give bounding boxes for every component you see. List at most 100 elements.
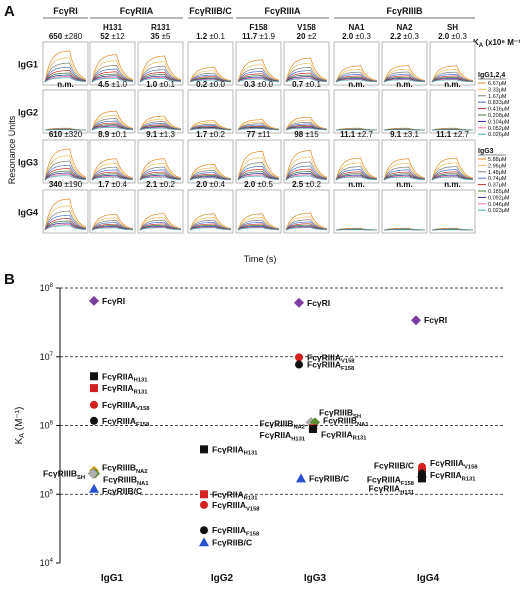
- y-tick-label: 106: [40, 421, 54, 431]
- data-point-circle: [200, 501, 208, 509]
- ka-value: n.m.: [444, 180, 460, 189]
- legend-igg3-item: 0.023μM: [488, 208, 510, 214]
- ka-value: 11.1 ±2.7: [436, 130, 469, 139]
- data-point-circle: [295, 353, 303, 361]
- row-label-igg: IgG1: [18, 60, 38, 70]
- data-point-diamond: [411, 315, 421, 325]
- sensorgram-cell: [334, 90, 379, 133]
- data-point-label: FcγRIIAH131: [102, 371, 148, 383]
- legend-igg124-item: 0.052μM: [488, 126, 510, 132]
- ka-value: n.m.: [57, 80, 73, 89]
- x-category-label: IgG4: [417, 573, 440, 584]
- ka-value: 98 ±15: [294, 130, 319, 139]
- y-tick-label: 105: [40, 489, 54, 499]
- legend-igg124-item: 0.104μM: [488, 119, 510, 125]
- ka-value: n.m.: [348, 180, 364, 189]
- x-category-label: IgG2: [211, 573, 234, 584]
- receptor-variant-label: V158: [297, 23, 316, 32]
- receptor-variant-label: F158: [249, 23, 268, 32]
- legend-igg124-item: 3.33μM: [488, 87, 507, 93]
- data-point-label: FcγRIIAH131: [212, 444, 258, 456]
- data-point-square: [90, 372, 98, 380]
- receptor-variant-label: SH: [447, 23, 458, 32]
- panel-b-letter: B: [4, 271, 15, 288]
- x-category-label: IgG3: [304, 573, 327, 584]
- ka-value: 1.2 ±0.1: [196, 32, 225, 41]
- legend-igg3-item: 0.74μM: [488, 176, 507, 182]
- data-point-label: FcγRIIIAF158: [212, 525, 260, 537]
- receptor-variant-label: NA2: [396, 23, 413, 32]
- data-point-circle: [90, 417, 98, 425]
- data-point-triangle: [89, 484, 99, 493]
- ka-value: 4.5 ±1.0: [98, 80, 127, 89]
- data-point-label: FcγRIIB/C: [374, 461, 414, 471]
- y-tick-label: 107: [40, 352, 54, 362]
- data-point-label: FcγRI: [307, 298, 330, 308]
- receptor-variant-label: NA1: [348, 23, 365, 32]
- legend-igg3-item: 2.96μM: [488, 163, 507, 169]
- ka-value: 77 ±11: [247, 130, 271, 139]
- ka-value: 9.1 ±3.1: [390, 130, 419, 139]
- row-label-igg: IgG2: [18, 108, 38, 118]
- data-point-label: FcγRIIB/C: [309, 473, 349, 483]
- ka-value: 0.7 ±0.1: [292, 80, 321, 89]
- group-header: FcγRI: [53, 6, 78, 16]
- data-point-label: FcγRIIIBSH: [43, 469, 85, 481]
- data-point-square: [200, 490, 208, 498]
- data-point-label: FcγRIIAR131: [102, 383, 148, 395]
- data-point-label: FcγRI: [424, 315, 447, 325]
- data-point-label: FcγRIIAR131: [321, 429, 367, 441]
- data-point-diamond: [89, 296, 99, 306]
- ka-value: 0.3 ±0.0: [244, 80, 273, 89]
- group-header: FcγRIIB/C: [189, 6, 232, 16]
- data-point-triangle: [296, 473, 306, 482]
- ka-value: 1.7 ±0.2: [196, 130, 225, 139]
- x-category-label: IgG1: [101, 573, 124, 584]
- data-point-label: FcγRIIB/C: [102, 486, 142, 496]
- legend-igg124-item: 0.416μM: [488, 107, 510, 113]
- legend-igg124-item: 0.026μM: [488, 132, 510, 138]
- ka-value: 1.7 ±0.4: [98, 180, 127, 189]
- ka-unit-header: KA (x10⁶ M⁻¹): [473, 38, 520, 49]
- ka-value: 9.1 ±1.3: [146, 130, 175, 139]
- data-point-square: [200, 445, 208, 453]
- ka-value: 8.9 ±0.1: [98, 130, 127, 139]
- ka-value: 1.0 ±0.1: [146, 80, 175, 89]
- ka-value: 2.2 ±0.3: [390, 32, 419, 41]
- legend-igg124-item: 0.208μM: [488, 113, 510, 119]
- ka-value: n.m.: [396, 180, 412, 189]
- legend-igg3-item: 1.48μM: [488, 170, 507, 176]
- legend-igg124-item: 1.67μM: [488, 94, 507, 100]
- sensorgram-cell: [43, 90, 88, 133]
- data-point-circle: [200, 526, 208, 534]
- data-point-label: FcγRIIAH131: [260, 430, 306, 442]
- data-point-diamond: [294, 298, 304, 308]
- y-axis-label: Resonance Units: [7, 115, 17, 184]
- y-tick-label: 108: [40, 283, 54, 293]
- legend-igg124-title: IgG1,2,4: [478, 72, 505, 79]
- legend-igg3-title: IgG3: [478, 148, 494, 155]
- data-point-label: FcγRIIIBNA2: [102, 463, 148, 475]
- data-point-square: [309, 425, 317, 433]
- ka-value: 11.7 ±1.9: [242, 32, 275, 41]
- legend-igg3-item: 0.185μM: [488, 189, 510, 195]
- ka-value: 2.0 ±0.3: [342, 32, 371, 41]
- data-point-label: FcγRIIIAV158: [212, 500, 260, 512]
- data-point-label: FcγRIIIAV158: [102, 400, 150, 412]
- sensorgram-cell: [334, 190, 379, 233]
- data-point-triangle: [199, 537, 209, 546]
- ka-value: 610 ±320: [49, 130, 83, 139]
- sensorgram-cell: [382, 90, 427, 133]
- ka-value: 35 ±5: [151, 32, 172, 41]
- data-point-label: FcγRIIIAF158: [102, 416, 150, 428]
- data-point-label: FcγRIIIBNA1: [323, 415, 369, 427]
- x-axis-label: Time (s): [244, 254, 277, 264]
- y-tick-label: 104: [40, 558, 54, 568]
- panel-a-letter: A: [4, 3, 15, 20]
- legend-igg3-item: 0.092μM: [488, 195, 510, 201]
- group-header: FcγRIIIB: [386, 6, 423, 16]
